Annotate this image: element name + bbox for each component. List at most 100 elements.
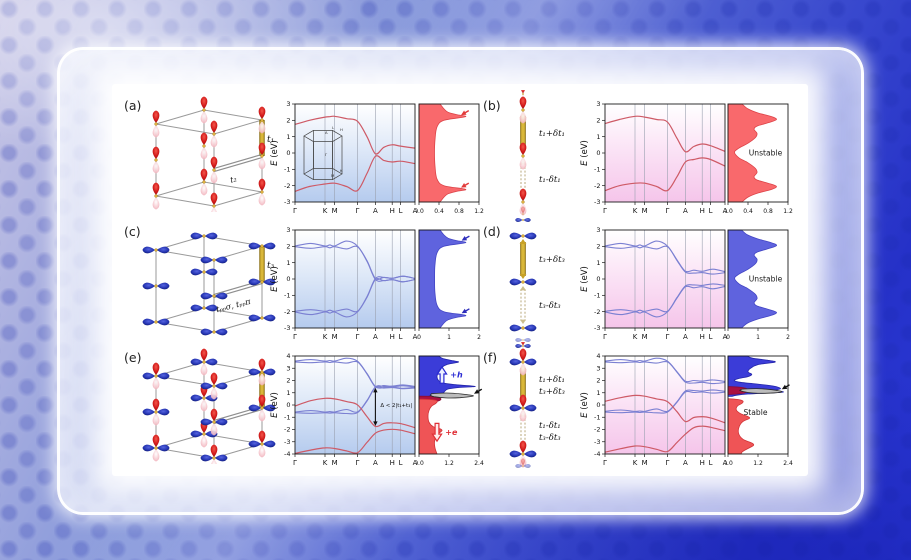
mixed-orbital — [248, 430, 276, 458]
structure-a: t₁ t₂ — [152, 96, 274, 212]
unstable-label: Unstable — [749, 149, 783, 158]
svg-text:K: K — [633, 459, 638, 467]
structure-f: t₁+δt₁ t₃+δt₃ t₁-δt₁ t₃-δt₃ — [509, 342, 565, 468]
pxy-orbital — [509, 278, 537, 286]
svg-text:0.0: 0.0 — [416, 460, 424, 467]
panel-label-e: (e) — [124, 350, 142, 365]
pz-orbital — [258, 142, 266, 170]
svg-text:K: K — [340, 168, 343, 173]
svg-text:-1: -1 — [594, 292, 600, 300]
svg-text:A: A — [373, 333, 378, 341]
y-axis-label: E (eV) — [580, 140, 590, 166]
svg-text:3: 3 — [596, 364, 600, 372]
svg-text:0.4: 0.4 — [743, 208, 753, 215]
panel-label-c: (c) — [124, 224, 141, 239]
figure-row-1: (c) t₃ tₚₚσ, tₚₚπ 3 2 1 0 -1 -2 -3 Γ K M Γ A H L A E (eV) 0… — [112, 216, 808, 342]
y-axis-label: E (eV) — [580, 266, 590, 292]
svg-text:0: 0 — [726, 334, 730, 341]
svg-text:4: 4 — [596, 352, 600, 360]
svg-text:Γ: Γ — [603, 333, 607, 341]
svg-text:A: A — [683, 333, 688, 341]
dos-plot-b: Unstable 0.0 0.4 0.8 1.2 — [725, 103, 793, 215]
pz-orbital — [200, 168, 208, 196]
y-axis-label: E (eV) — [270, 392, 280, 418]
mixed-orbital — [142, 362, 170, 390]
svg-text:M: M — [332, 207, 338, 215]
svg-text:3: 3 — [286, 364, 290, 372]
strong-bond-label-0: t₁+δt₁ — [539, 129, 565, 139]
svg-text:1: 1 — [286, 259, 290, 267]
pz-orbital — [521, 206, 525, 216]
dos-arrow — [461, 308, 470, 314]
svg-text:-3: -3 — [594, 324, 600, 332]
pxy-orbital — [200, 328, 228, 336]
svg-text:Γ: Γ — [355, 459, 359, 467]
pxy-orbital — [142, 318, 170, 326]
svg-text:M: M — [642, 333, 648, 341]
pxy-orbital — [200, 256, 228, 264]
mixed-orbital — [190, 348, 218, 376]
strong-bond-label-1: t₃+δt₃ — [539, 387, 565, 397]
svg-text:2: 2 — [786, 334, 790, 341]
svg-text:0: 0 — [286, 275, 290, 283]
svg-text:M: M — [642, 459, 648, 467]
svg-text:2: 2 — [596, 117, 600, 125]
pxy-orbital — [190, 268, 218, 276]
svg-text:H: H — [390, 333, 395, 341]
mixed-orbital — [248, 358, 276, 386]
svg-text:Γ: Γ — [665, 207, 669, 215]
pxy-orbital — [190, 232, 218, 240]
svg-text:H: H — [700, 333, 705, 341]
pz-orbital — [519, 96, 527, 124]
svg-text:A: A — [413, 459, 418, 467]
svg-text:Γ: Γ — [325, 152, 328, 157]
svg-text:2: 2 — [596, 243, 600, 251]
svg-text:-1: -1 — [284, 292, 290, 300]
svg-text:2: 2 — [286, 377, 290, 385]
svg-text:H: H — [390, 459, 395, 467]
pz-orbital — [210, 156, 218, 184]
dos-plot-c: 0 1 2 — [417, 229, 481, 341]
svg-text:A: A — [413, 333, 418, 341]
svg-text:0.0: 0.0 — [725, 208, 733, 215]
mixed-orbital — [509, 394, 537, 422]
y-axis-label: E (eV) — [580, 392, 590, 418]
svg-text:2: 2 — [596, 377, 600, 385]
h-label: +h — [450, 370, 463, 379]
svg-text:4: 4 — [286, 352, 290, 360]
strong-bond-label-0: t₁+δt₁ — [539, 375, 565, 385]
svg-text:0: 0 — [596, 149, 600, 157]
svg-text:-4: -4 — [284, 450, 290, 458]
svg-text:0: 0 — [596, 275, 600, 283]
pz-orbital — [519, 142, 527, 170]
pz-orbital — [152, 110, 160, 138]
svg-text:A: A — [325, 130, 328, 135]
svg-text:-3: -3 — [284, 438, 290, 446]
svg-text:-2: -2 — [594, 182, 600, 190]
mixed-orbital — [200, 372, 228, 400]
panel-label-a: (a) — [124, 98, 142, 113]
pz-orbital — [200, 132, 208, 160]
bond2-label: tₚₚσ, tₚₚπ — [215, 297, 252, 314]
mixed-orbital — [142, 434, 170, 462]
y-axis-label: E (eV) — [270, 266, 280, 292]
svg-text:0.0: 0.0 — [725, 460, 733, 467]
svg-text:1.2: 1.2 — [474, 208, 484, 215]
weak-bond-label-0: t₁-δt₁ — [539, 175, 561, 185]
svg-text:-4: -4 — [594, 450, 600, 458]
pz-orbital — [258, 106, 266, 134]
svg-text:-1: -1 — [594, 413, 600, 421]
svg-text:M: M — [332, 333, 338, 341]
svg-text:-3: -3 — [284, 198, 290, 206]
dos-plot-e: +h +e 0.0 1.2 2.4 — [416, 355, 484, 467]
svg-text:2: 2 — [286, 243, 290, 251]
stable-label: Stable — [743, 408, 767, 417]
pxy-orbital — [248, 278, 276, 286]
dos-plot-d: Unstable 0 1 2 — [726, 229, 790, 341]
svg-text:0: 0 — [596, 401, 600, 409]
svg-text:0: 0 — [286, 401, 290, 409]
